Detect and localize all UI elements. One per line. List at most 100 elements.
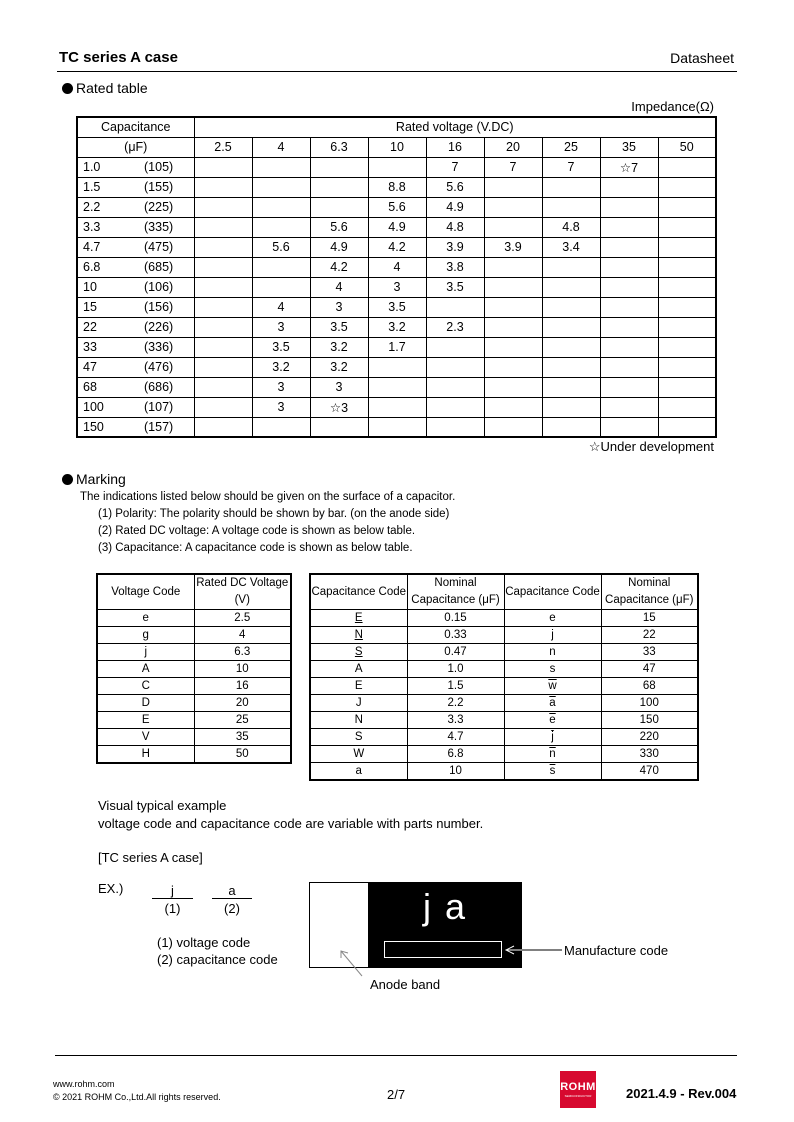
impedance-cell: 5.6 xyxy=(367,196,427,218)
table-row: e 2.5 xyxy=(96,609,292,627)
voltage-code-table: Voltage Code Rated DC Voltage (V) e 2.5 g 4 j… xyxy=(96,573,292,764)
anode-arrow xyxy=(340,950,363,977)
capacitance-code-cell: a xyxy=(309,762,408,780)
nominal-capacitance-cell: 0.15 xyxy=(406,609,505,627)
code-text: a xyxy=(549,697,556,709)
bullet-icon xyxy=(62,83,73,94)
capacitance-code-cell: (107) xyxy=(144,396,195,418)
impedance-cell: 3.9 xyxy=(425,236,485,258)
table-row: 10 (106) 4 3 3.5 xyxy=(76,276,717,298)
footer-divider xyxy=(55,1055,737,1056)
nominal-capacitance-cell: 1.0 xyxy=(406,660,505,678)
nominal-capacitance-cell: 470 xyxy=(600,762,699,780)
code-text: E xyxy=(354,612,363,624)
nominal-capacitance-cell: 0.47 xyxy=(406,643,505,661)
footer-copyright: © 2021 ROHM Co.,Ltd.All rights reserved. xyxy=(53,1092,221,1102)
nominal-capacitance-cell: 4.7 xyxy=(406,728,505,746)
marking-text: j a xyxy=(422,886,468,927)
table-row: N 0.33 j 22 xyxy=(309,626,699,644)
code-text: j xyxy=(551,731,554,743)
impedance-cell: 3.4 xyxy=(541,236,601,258)
code-text: n xyxy=(549,646,556,658)
table-row: W 6.8 n 330 xyxy=(309,745,699,763)
cap-unit-header: (μF) xyxy=(76,136,195,158)
table-row: 15 (156) 4 3 3.5 xyxy=(76,296,717,318)
bullet-icon xyxy=(62,474,73,485)
code-text: J xyxy=(355,697,362,709)
table-row: S 4.7 j 220 xyxy=(309,728,699,746)
table-row: J 2.2 a 100 xyxy=(309,694,699,712)
section-title: Rated table xyxy=(76,80,148,96)
ex-label: EX.) xyxy=(98,881,124,896)
rohm-logo: ROHM SEMICONDUCTOR xyxy=(560,1071,596,1108)
code-text: n xyxy=(549,748,556,760)
capacitance-code-cell: (157) xyxy=(144,416,195,438)
voltage-header-cell: 2.5 xyxy=(193,136,253,158)
legend-capacitance: (2) capacitance code xyxy=(157,952,278,967)
col-header: Rated DC Voltage (V) xyxy=(193,573,292,610)
capacitance-cell: 15 xyxy=(76,296,144,318)
capacitance-code-cell: (155) xyxy=(144,176,195,198)
capacitance-code-cell: (335) xyxy=(144,216,195,238)
capacitance-cell: 4.7 xyxy=(76,236,144,258)
arrow-head-icon xyxy=(340,950,349,958)
code2-number: (2) xyxy=(224,901,240,916)
anode-band xyxy=(310,883,368,967)
revision: 2021.4.9 - Rev.004 xyxy=(626,1086,737,1101)
code-text: e xyxy=(549,714,556,726)
code-text: A xyxy=(354,663,363,675)
voltage-header-cell: 25 xyxy=(541,136,601,158)
manufacture-code-label: Manufacture code xyxy=(564,943,669,958)
code-text: E xyxy=(354,680,363,692)
table-row: A 1.0 s 47 xyxy=(309,660,699,678)
doc-title: TC series A case xyxy=(59,49,178,66)
code-text: S xyxy=(354,646,363,658)
header-divider xyxy=(57,71,737,72)
page-number: 2/7 xyxy=(387,1087,406,1102)
marking-item: (3) Capacitance: A capacitance code is s… xyxy=(98,542,413,554)
example-subtitle: voltage code and capacitance code are va… xyxy=(98,816,484,831)
code-text: w xyxy=(548,680,557,692)
marking-item: (2) Rated DC voltage: A voltage code is … xyxy=(98,525,416,537)
table-row: 33 (336) 3.5 3.2 1.7 xyxy=(76,336,717,358)
table-row: V 35 xyxy=(96,728,292,746)
legend-voltage: (1) voltage code xyxy=(157,935,251,950)
capacitance-cell: 33 xyxy=(76,336,144,358)
code1: j xyxy=(152,883,193,899)
table-row: E 1.5 w 68 xyxy=(309,677,699,695)
voltage-header-cell: 10 xyxy=(367,136,427,158)
rated-table-heading: Rated table xyxy=(62,80,148,96)
marking-item: (1) Polarity: The polarity should be sho… xyxy=(98,508,450,520)
case-label: [TC series A case] xyxy=(98,850,203,865)
section-title: Marking xyxy=(76,471,126,487)
code-text: e xyxy=(549,612,556,624)
example-title: Visual typical example xyxy=(98,798,227,813)
footnote: ☆Under development xyxy=(588,439,714,454)
code-text: N xyxy=(354,714,363,726)
code-text: N xyxy=(354,629,363,641)
rated-table: Capacitance Rated voltage (V.DC) (μF) 2.… xyxy=(76,116,717,438)
code-text: S xyxy=(354,731,363,743)
manufacture-code-box xyxy=(384,941,502,958)
marking-intro: The indications listed below should be g… xyxy=(80,491,456,503)
code1-number: (1) xyxy=(164,901,181,916)
col-header: Voltage Code xyxy=(96,573,195,610)
rated-voltage-cell: 50 xyxy=(193,745,292,763)
table-row: a 10 s 470 xyxy=(309,762,699,780)
logo-subtext: SEMICONDUCTOR xyxy=(564,1094,592,1098)
footer-url[interactable]: www.rohm.com xyxy=(53,1079,115,1089)
code2: a xyxy=(212,883,252,899)
table-row: 3.3 (335) 5.6 4.9 4.8 4.8 xyxy=(76,216,717,238)
col-header: Nominal Capacitance (μF) xyxy=(600,573,699,610)
impedance-cell: 4.8 xyxy=(541,216,601,238)
impedance-cell: 3.2 xyxy=(251,356,311,378)
code-text: W xyxy=(353,748,365,760)
impedance-cell xyxy=(657,416,717,438)
logo-text: ROHM xyxy=(560,1081,596,1093)
capacitance-code-table: Capacitance Code Nominal Capacitance (μF… xyxy=(309,573,699,781)
capacitance-cell: 150 xyxy=(76,416,144,438)
col-header: Capacitance Code xyxy=(309,573,408,610)
table-row: E 0.15 e 15 xyxy=(309,609,699,627)
impedance-unit: Impedance(Ω) xyxy=(631,99,714,114)
